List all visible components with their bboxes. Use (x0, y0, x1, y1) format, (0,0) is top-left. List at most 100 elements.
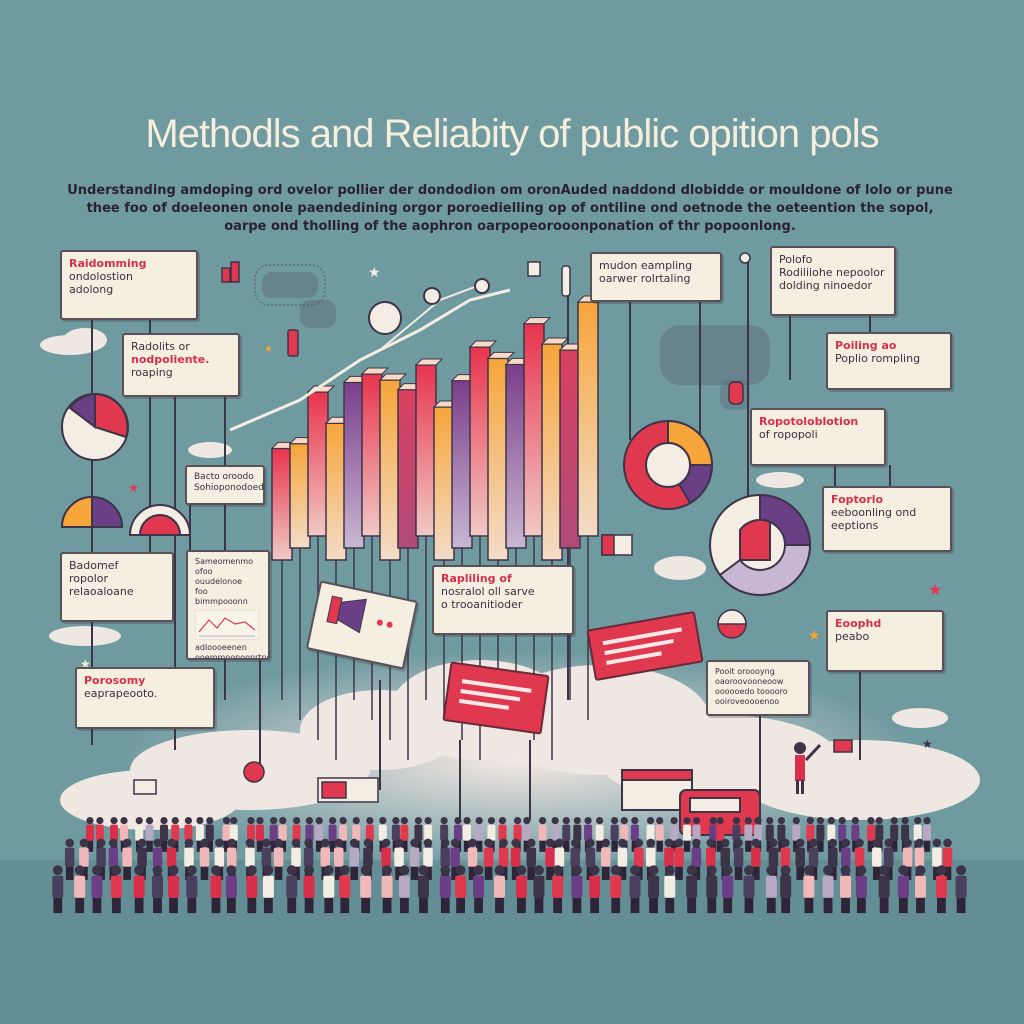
crowd-person-19 (315, 817, 324, 852)
crowd-person-30 (453, 817, 462, 852)
trend-node (474, 278, 490, 294)
crowd-person-85 (291, 838, 301, 880)
card-text: ooemmoonoonrtnon (195, 653, 270, 660)
crowd-person-31 (463, 817, 472, 852)
crowd-person-47 (655, 817, 664, 852)
crowd-person-14 (255, 817, 264, 852)
crowd-person-24 (378, 817, 387, 852)
crowd-person-45 (630, 817, 639, 852)
red-banner-left (442, 661, 550, 735)
banner-lines (602, 627, 683, 665)
pie-chart-left (61, 392, 129, 461)
crowd-person-21 (339, 817, 348, 852)
card-heading: Raidomming (69, 257, 147, 270)
bar-12 (487, 357, 509, 561)
card-mudon-sampling: mudon eampling oarwer rolrtaling (590, 252, 722, 302)
crowd-person-135 (151, 865, 163, 914)
card-text: eeboonling ond (831, 506, 917, 519)
crowd-person-106 (601, 838, 611, 880)
crowd-person-11 (222, 817, 231, 852)
card-heading: Porosomy (84, 674, 146, 687)
crowd-person-101 (526, 838, 537, 880)
card-heading: Eoophd (835, 617, 882, 630)
bar-5 (361, 373, 383, 537)
bar-0 (271, 447, 293, 561)
crowd-person-74 (122, 838, 132, 880)
bar-10 (451, 379, 473, 549)
crowd-person-145 (339, 865, 351, 914)
crowd-person-161 (648, 865, 660, 914)
crowd-person-26 (400, 817, 409, 852)
crowd-person-59 (806, 817, 815, 852)
crowd-person-146 (360, 865, 372, 914)
tilted-sign (305, 580, 419, 670)
card-text: foo bimmpooonn (195, 587, 248, 606)
crowd-person-151 (455, 865, 467, 914)
card-heading: Poiling ao (835, 339, 897, 352)
crowd-person-60 (816, 817, 825, 852)
world-map (254, 264, 770, 410)
crowd-person-131 (74, 865, 86, 914)
crowd-person-163 (686, 865, 698, 914)
crowd-person-172 (855, 865, 867, 914)
card-text: of ropopoli (759, 428, 818, 441)
crowd-person-130 (52, 865, 64, 914)
svg-text:★: ★ (808, 628, 821, 644)
crowd-person-37 (538, 817, 547, 852)
crowd-person-171 (840, 865, 852, 914)
card-text: ooiroveoooenoo (715, 697, 780, 706)
crowd-person-72 (96, 838, 106, 880)
crowd-person-9 (195, 817, 204, 852)
crowd-person-10 (205, 817, 214, 852)
crowd-person-97 (467, 838, 478, 880)
crowd-person-173 (878, 865, 890, 914)
crowd-person-149 (417, 865, 429, 914)
card-badomef: Badomef ropolor relaoaloane (60, 552, 174, 622)
crowd-person-15 (269, 817, 278, 852)
crowd-person-132 (91, 865, 103, 914)
bar-3 (325, 422, 347, 561)
crowd-person-147 (381, 865, 393, 914)
crowd-person-98 (483, 838, 494, 880)
donut-chart-lower (709, 493, 812, 596)
crowd-person-120 (808, 838, 819, 880)
intro-line: oarpe ond tholling of the aophron oarpop… (224, 219, 796, 234)
bar-14 (523, 322, 545, 537)
pie-chart-small (60, 495, 124, 528)
crowd-person-140 (246, 865, 258, 914)
crowd-person-27 (414, 817, 423, 852)
crowd-person-175 (914, 865, 926, 914)
crowd-person-112 (691, 838, 702, 880)
bar-top-8 (414, 358, 444, 366)
card-text: Poplio rompling (835, 352, 921, 365)
card-replilling: Rapliling of nosralol oll sarve o trooan… (432, 565, 574, 635)
crowd-person-89 (349, 838, 359, 880)
crowd-person-20 (328, 817, 337, 852)
crowd-person-154 (515, 865, 527, 914)
card-text: oarwer rolrtaling (599, 272, 691, 285)
crowd-person-170 (822, 865, 834, 914)
card-text: Sameomenmo (195, 557, 254, 566)
megaphone-icon (326, 595, 393, 634)
mini-line-chart (195, 610, 259, 640)
crowd-person-99 (498, 838, 509, 880)
stars: ★ ★ ★ ★ ★ ★ ★ (80, 265, 942, 751)
crowd-person-136 (168, 865, 180, 914)
card-pooit: Pooit oroooyng oaoroovooneoow oooooedo t… (706, 660, 810, 716)
bar-8 (415, 364, 437, 537)
crowd-person-133 (110, 865, 122, 914)
card-heading: mudon eampling (599, 259, 693, 272)
crowd-person-165 (722, 865, 734, 914)
crowd-person-143 (303, 865, 315, 914)
crowd-person-174 (897, 865, 909, 914)
bar-9 (433, 406, 455, 561)
card-ecoohd: Eoophd peabo (826, 610, 944, 672)
crowd-person-157 (571, 865, 583, 914)
crowd-person-168 (780, 865, 792, 914)
card-text: oaoroovooneoow (715, 677, 784, 686)
card-heading: Rapliling of (441, 572, 512, 585)
card-text: eeptions (831, 519, 879, 532)
card-text: ofoo ouudelonoe (195, 567, 243, 586)
